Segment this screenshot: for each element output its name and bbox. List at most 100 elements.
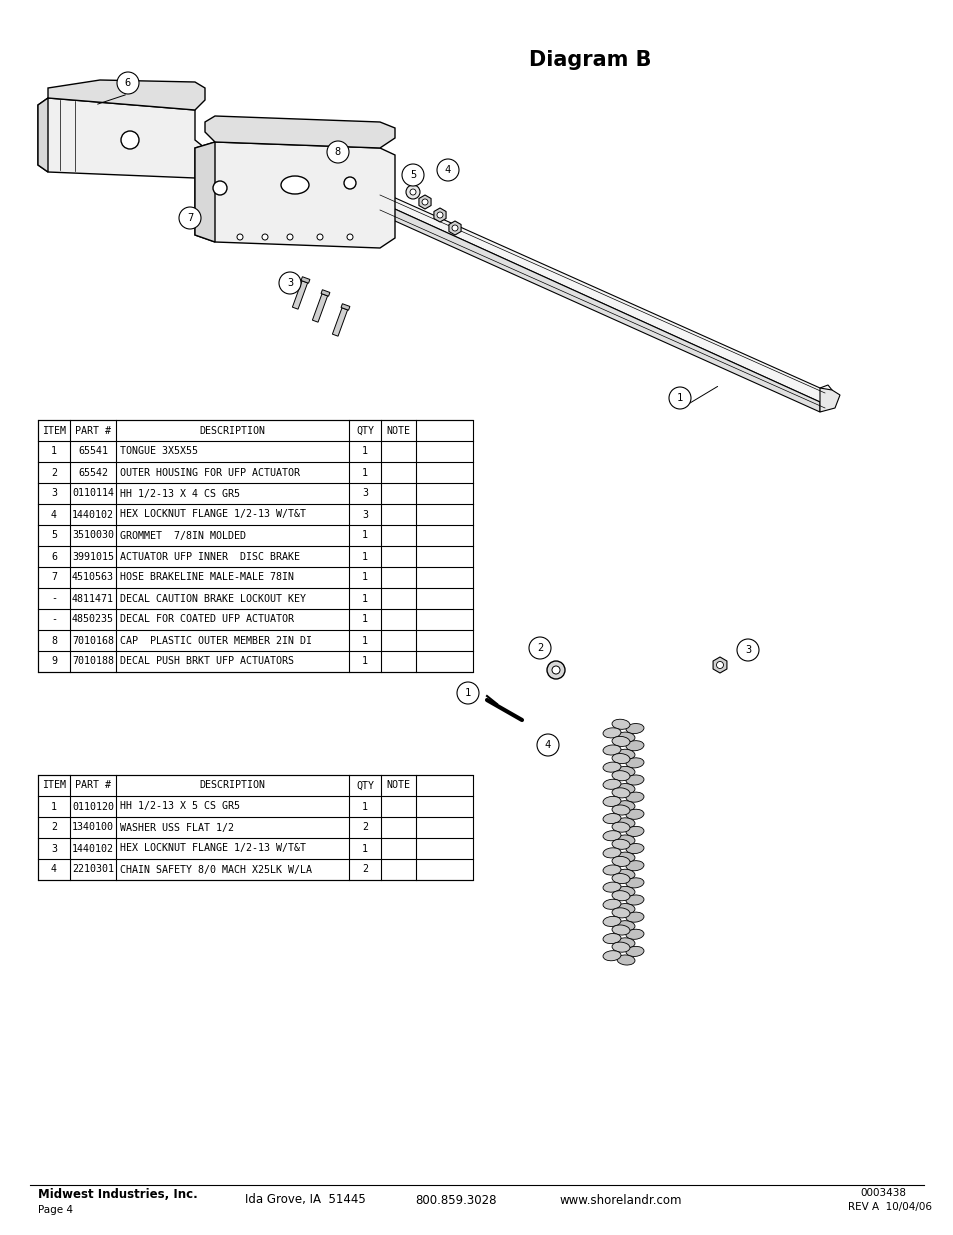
- Text: 4510563: 4510563: [72, 573, 114, 583]
- Text: Ida Grove, IA  51445: Ida Grove, IA 51445: [245, 1193, 365, 1207]
- Text: 2: 2: [361, 864, 368, 874]
- Text: 1: 1: [361, 636, 368, 646]
- Ellipse shape: [625, 724, 643, 734]
- Ellipse shape: [625, 758, 643, 768]
- Text: HOSE BRAKELINE MALE-MALE 78IN: HOSE BRAKELINE MALE-MALE 78IN: [120, 573, 294, 583]
- Text: 4: 4: [444, 165, 451, 175]
- Ellipse shape: [612, 788, 629, 798]
- Ellipse shape: [617, 955, 635, 965]
- Ellipse shape: [625, 861, 643, 871]
- Ellipse shape: [612, 823, 629, 832]
- Ellipse shape: [602, 814, 620, 824]
- Text: HH 1/2-13 X 4 CS GR5: HH 1/2-13 X 4 CS GR5: [120, 489, 240, 499]
- Ellipse shape: [281, 177, 309, 194]
- Text: ITEM: ITEM: [42, 426, 66, 436]
- Ellipse shape: [612, 771, 629, 781]
- Text: 1: 1: [51, 802, 57, 811]
- Bar: [38, 420, 473, 672]
- Circle shape: [716, 662, 722, 668]
- Text: 65541: 65541: [78, 447, 108, 457]
- Text: 7010188: 7010188: [72, 657, 114, 667]
- Text: Midwest Industries, Inc.: Midwest Industries, Inc.: [38, 1188, 197, 1202]
- Bar: [38, 776, 473, 881]
- Polygon shape: [194, 142, 214, 242]
- Text: 1: 1: [361, 615, 368, 625]
- Text: 3: 3: [744, 645, 750, 655]
- Ellipse shape: [612, 908, 629, 918]
- Ellipse shape: [617, 887, 635, 897]
- Text: CAP  PLASTIC OUTER MEMBER 2IN DI: CAP PLASTIC OUTER MEMBER 2IN DI: [120, 636, 312, 646]
- Circle shape: [327, 141, 349, 163]
- Text: HH 1/2-13 X 5 CS GR5: HH 1/2-13 X 5 CS GR5: [120, 802, 240, 811]
- Text: 7: 7: [51, 573, 57, 583]
- Circle shape: [262, 233, 268, 240]
- Circle shape: [179, 207, 201, 228]
- Circle shape: [537, 734, 558, 756]
- Text: www.shorelandr.com: www.shorelandr.com: [559, 1193, 681, 1207]
- Text: 1: 1: [361, 447, 368, 457]
- Text: -: -: [51, 594, 57, 604]
- Ellipse shape: [625, 929, 643, 940]
- Circle shape: [456, 682, 478, 704]
- Circle shape: [117, 72, 139, 94]
- Polygon shape: [292, 280, 307, 309]
- Ellipse shape: [617, 750, 635, 760]
- Text: 4850235: 4850235: [72, 615, 114, 625]
- Text: 1440102: 1440102: [72, 510, 114, 520]
- Text: Page 4: Page 4: [38, 1205, 73, 1215]
- Text: DECAL CAUTION BRAKE LOCKOUT KEY: DECAL CAUTION BRAKE LOCKOUT KEY: [120, 594, 306, 604]
- Text: NOTE: NOTE: [386, 426, 410, 436]
- Ellipse shape: [602, 727, 620, 737]
- Ellipse shape: [617, 904, 635, 914]
- Ellipse shape: [612, 736, 629, 746]
- Ellipse shape: [612, 753, 629, 763]
- Text: 3: 3: [361, 510, 368, 520]
- Polygon shape: [205, 116, 395, 148]
- Ellipse shape: [602, 831, 620, 841]
- Text: ITEM: ITEM: [42, 781, 66, 790]
- Polygon shape: [418, 195, 431, 209]
- Text: OUTER HOUSING FOR UFP ACTUATOR: OUTER HOUSING FOR UFP ACTUATOR: [120, 468, 300, 478]
- Text: 1: 1: [361, 573, 368, 583]
- Text: 0110114: 0110114: [72, 489, 114, 499]
- Ellipse shape: [625, 792, 643, 803]
- Text: 5: 5: [410, 170, 416, 180]
- Text: QTY: QTY: [355, 781, 374, 790]
- Text: WASHER USS FLAT 1/2: WASHER USS FLAT 1/2: [120, 823, 234, 832]
- Polygon shape: [38, 98, 205, 178]
- Ellipse shape: [602, 934, 620, 944]
- Ellipse shape: [625, 946, 643, 956]
- Text: PART #: PART #: [75, 781, 111, 790]
- Text: 800.859.3028: 800.859.3028: [415, 1193, 496, 1207]
- Text: -: -: [51, 615, 57, 625]
- Ellipse shape: [612, 840, 629, 850]
- Text: CHAIN SAFETY 8/0 MACH X25LK W/LA: CHAIN SAFETY 8/0 MACH X25LK W/LA: [120, 864, 312, 874]
- Text: 1: 1: [677, 393, 682, 403]
- Text: 2: 2: [51, 468, 57, 478]
- Circle shape: [213, 182, 227, 195]
- Text: HEX LOCKNUT FLANGE 1/2-13 W/T&T: HEX LOCKNUT FLANGE 1/2-13 W/T&T: [120, 510, 306, 520]
- Circle shape: [278, 272, 301, 294]
- Ellipse shape: [617, 818, 635, 827]
- Circle shape: [737, 638, 759, 661]
- Polygon shape: [375, 200, 820, 412]
- Text: 0003438: 0003438: [859, 1188, 905, 1198]
- Ellipse shape: [617, 920, 635, 931]
- Text: 1: 1: [361, 468, 368, 478]
- Text: 2210301: 2210301: [72, 864, 114, 874]
- Text: 3: 3: [287, 278, 293, 288]
- Ellipse shape: [602, 797, 620, 806]
- Text: 1: 1: [51, 447, 57, 457]
- Text: Diagram B: Diagram B: [528, 49, 651, 70]
- Circle shape: [121, 131, 139, 149]
- Text: 4: 4: [51, 510, 57, 520]
- Text: 1: 1: [361, 844, 368, 853]
- Text: DESCRIPTION: DESCRIPTION: [199, 426, 265, 436]
- Text: PART #: PART #: [75, 426, 111, 436]
- Circle shape: [401, 164, 423, 186]
- Ellipse shape: [602, 916, 620, 926]
- Ellipse shape: [612, 942, 629, 952]
- Text: GROMMET  7/8IN MOLDED: GROMMET 7/8IN MOLDED: [120, 531, 246, 541]
- Circle shape: [344, 177, 355, 189]
- Text: 1: 1: [361, 531, 368, 541]
